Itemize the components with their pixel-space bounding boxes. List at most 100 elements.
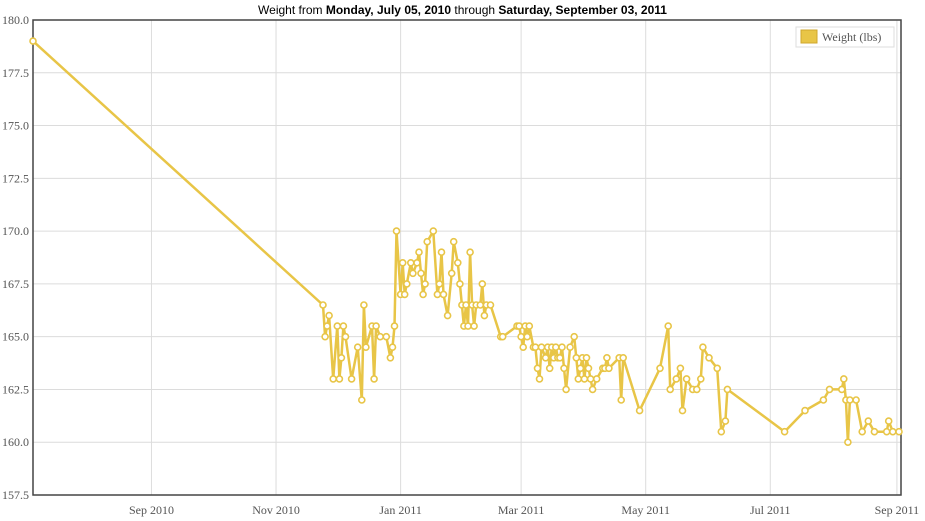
data-point xyxy=(476,301,485,309)
data-point xyxy=(692,385,701,394)
y-tick-label: 172.5 xyxy=(2,171,29,185)
data-point xyxy=(413,258,421,267)
data-point xyxy=(519,343,528,352)
data-point xyxy=(515,322,523,330)
grid-lines xyxy=(33,19,901,496)
plot-frame xyxy=(32,19,902,496)
data-point xyxy=(429,227,438,235)
data-point xyxy=(456,280,464,288)
data-point xyxy=(664,322,673,330)
data-point xyxy=(466,248,474,256)
data-point xyxy=(603,353,611,362)
data-point xyxy=(580,375,589,383)
y-tick-label: 180.0 xyxy=(2,13,29,27)
data-point xyxy=(574,375,583,383)
data-point xyxy=(572,353,581,362)
y-tick-label: 177.5 xyxy=(2,66,29,80)
data-point xyxy=(888,427,897,436)
data-point xyxy=(858,427,867,436)
y-tick-label: 175.0 xyxy=(2,119,29,133)
data-point xyxy=(839,375,848,383)
data-point xyxy=(635,406,644,415)
data-point xyxy=(586,375,595,383)
title-end-date: Saturday, September 03, 2011 xyxy=(498,3,667,17)
x-tick-label: Jan 2011 xyxy=(379,503,422,517)
legend: Weight (lbs) xyxy=(795,26,895,48)
data-point xyxy=(480,311,489,320)
data-point xyxy=(576,364,585,373)
data-point xyxy=(551,343,560,352)
chart-title: Weight from Monday, July 05, 2010 throug… xyxy=(0,3,925,17)
data-point xyxy=(323,322,331,330)
y-tick-label: 157.5 xyxy=(2,488,29,502)
x-tick-label: Nov 2010 xyxy=(252,503,300,517)
data-point xyxy=(372,322,380,330)
data-point xyxy=(335,375,344,383)
data-point xyxy=(682,375,691,383)
data-point xyxy=(421,280,429,288)
y-axis-ticks: 157.5 160.0 162.5 165.0 167.5 170.0 172.5 175.0… xyxy=(2,13,29,502)
data-point xyxy=(801,406,809,415)
data-point xyxy=(825,385,834,394)
data-point xyxy=(333,322,342,330)
data-point xyxy=(852,396,860,404)
legend-swatch xyxy=(800,29,818,44)
data-point xyxy=(541,353,550,362)
data-point xyxy=(329,375,338,383)
data-point xyxy=(443,311,452,320)
data-point xyxy=(678,406,687,415)
data-point xyxy=(535,375,544,383)
data-point xyxy=(819,396,828,404)
data-point xyxy=(558,343,566,352)
data-point xyxy=(846,396,854,404)
series-line xyxy=(32,40,899,444)
data-point xyxy=(566,343,574,352)
data-point xyxy=(464,322,472,330)
data-point xyxy=(382,332,391,341)
data-point xyxy=(419,290,427,299)
x-tick-label: Mar 2011 xyxy=(498,503,545,517)
data-point xyxy=(605,364,613,373)
data-point xyxy=(470,322,478,330)
data-point xyxy=(713,364,722,373)
data-point xyxy=(415,248,423,256)
data-point xyxy=(376,332,385,341)
data-point xyxy=(525,322,534,330)
data-point xyxy=(341,332,350,341)
data-point xyxy=(666,385,675,394)
title-start-date: Monday, July 05, 2010 xyxy=(325,3,452,17)
data-point xyxy=(560,364,568,373)
x-tick-label: Jul 2011 xyxy=(750,503,791,517)
data-point xyxy=(592,375,601,383)
data-point xyxy=(556,353,564,362)
data-point xyxy=(337,353,346,362)
data-point xyxy=(676,364,685,373)
data-point xyxy=(319,301,327,309)
data-point xyxy=(619,353,628,362)
data-point xyxy=(844,438,852,447)
title-prefix: Weight from xyxy=(258,3,326,17)
data-point xyxy=(717,427,726,436)
legend-label: Weight (lbs) xyxy=(822,30,881,44)
data-point xyxy=(656,364,664,373)
data-point xyxy=(870,427,879,436)
data-point xyxy=(672,375,681,383)
legend-box xyxy=(795,26,895,48)
data-point xyxy=(435,280,444,288)
data-point xyxy=(390,322,399,330)
y-tick-label: 160.0 xyxy=(2,435,29,449)
data-point xyxy=(325,311,333,320)
x-tick-label: Sep 2011 xyxy=(875,503,920,517)
data-point xyxy=(582,353,591,362)
data-point xyxy=(478,280,487,288)
series-weight xyxy=(29,37,903,447)
data-point xyxy=(362,343,370,352)
data-point xyxy=(837,385,846,394)
y-tick-label: 170.0 xyxy=(2,224,29,238)
data-point xyxy=(537,343,546,352)
data-point xyxy=(417,269,425,278)
x-axis-ticks: Sep 2010 Nov 2010 Jan 2011 Mar 2011 May 2011… xyxy=(129,503,919,517)
data-point xyxy=(588,385,597,394)
data-point xyxy=(347,375,356,383)
